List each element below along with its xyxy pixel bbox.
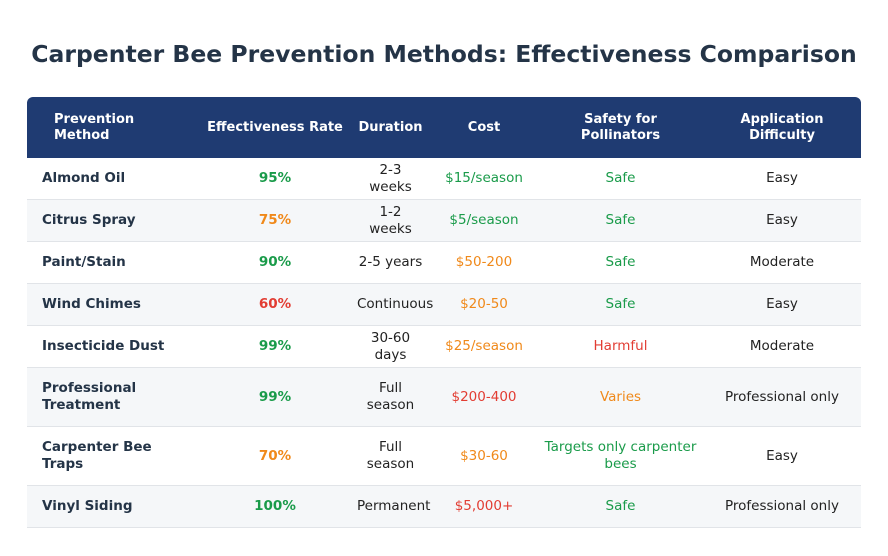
cell-effectiveness: 99% — [199, 367, 351, 427]
table-row: Carpenter Bee Traps 70% Full season $30-… — [27, 426, 861, 486]
cell-method: Carpenter Bee Traps — [27, 426, 199, 486]
cell-duration: Permanent — [351, 485, 430, 528]
cell-cost: $200-400 — [430, 367, 538, 427]
cell-difficulty: Easy — [703, 283, 861, 326]
comparison-table: Prevention Method Effectiveness Rate Dur… — [27, 97, 861, 528]
cell-effectiveness: 75% — [199, 199, 351, 242]
cell-method: Wind Chimes — [27, 283, 199, 326]
cell-difficulty: Easy — [703, 426, 861, 486]
column-header-effectiveness: Effectiveness Rate — [199, 97, 351, 158]
cell-effectiveness: 70% — [199, 426, 351, 486]
cell-method: Paint/Stain — [27, 241, 199, 284]
column-header-duration: Duration — [351, 97, 430, 158]
cell-safety: Harmful — [538, 325, 703, 368]
table-row: Insecticide Dust 99% 30-60 days $25/seas… — [27, 325, 861, 368]
cell-effectiveness: 95% — [199, 158, 351, 200]
cell-duration: 2-3 weeks — [351, 158, 430, 200]
cell-safety: Safe — [538, 283, 703, 326]
table-row: Citrus Spray 75% 1-2 weeks $5/season Saf… — [27, 199, 861, 242]
cell-safety: Varies — [538, 367, 703, 427]
cell-difficulty: Professional only — [703, 485, 861, 528]
cell-method: Almond Oil — [27, 158, 199, 200]
cell-cost: $50-200 — [430, 241, 538, 284]
cell-duration: Full season — [351, 367, 430, 427]
table-row: Almond Oil 95% 2-3 weeks $15/season Safe… — [27, 158, 861, 200]
cell-safety: Safe — [538, 158, 703, 200]
cell-method: Professional Treatment — [27, 367, 199, 427]
cell-difficulty: Moderate — [703, 241, 861, 284]
cell-safety: Safe — [538, 485, 703, 528]
cell-cost: $20-50 — [430, 283, 538, 326]
cell-duration: 1-2 weeks — [351, 199, 430, 242]
cell-duration: 2-5 years — [351, 241, 430, 284]
cell-safety: Safe — [538, 241, 703, 284]
cell-safety: Targets only carpenter bees — [538, 426, 703, 486]
cell-method: Insecticide Dust — [27, 325, 199, 368]
cell-difficulty: Easy — [703, 158, 861, 200]
table-row: Professional Treatment 99% Full season $… — [27, 367, 861, 427]
cell-effectiveness: 90% — [199, 241, 351, 284]
cell-duration: Continuous — [351, 283, 433, 326]
cell-cost: $15/season — [430, 158, 538, 200]
cell-difficulty: Easy — [703, 199, 861, 242]
cell-effectiveness: 60% — [199, 283, 351, 326]
cell-method: Citrus Spray — [27, 199, 199, 242]
cell-duration: 30-60 days — [351, 325, 430, 368]
cell-effectiveness: 99% — [199, 325, 351, 368]
cell-difficulty: Moderate — [703, 325, 861, 368]
cell-cost: $30-60 — [430, 426, 538, 486]
column-header-method: Prevention Method — [27, 97, 199, 158]
table-header-row: Prevention Method Effectiveness Rate Dur… — [27, 97, 861, 158]
cell-difficulty: Professional only — [703, 367, 861, 427]
page-title: Carpenter Bee Prevention Methods: Effect… — [31, 40, 857, 68]
column-header-safety: Safety for Pollinators — [538, 97, 703, 158]
column-header-cost: Cost — [430, 97, 538, 158]
cell-effectiveness: 100% — [199, 485, 351, 528]
cell-method: Vinyl Siding — [27, 485, 199, 528]
table-row: Wind Chimes 60% Continuous $20-50 Safe E… — [27, 283, 861, 326]
column-header-difficulty: Application Difficulty — [703, 97, 861, 158]
cell-duration: Full season — [351, 426, 430, 486]
cell-cost: $5/season — [430, 199, 538, 242]
cell-cost: $5,000+ — [430, 485, 538, 528]
cell-cost: $25/season — [430, 325, 538, 368]
table-row: Paint/Stain 90% 2-5 years $50-200 Safe M… — [27, 241, 861, 284]
cell-safety: Safe — [538, 199, 703, 242]
table-row: Vinyl Siding 100% Permanent $5,000+ Safe… — [27, 485, 861, 528]
